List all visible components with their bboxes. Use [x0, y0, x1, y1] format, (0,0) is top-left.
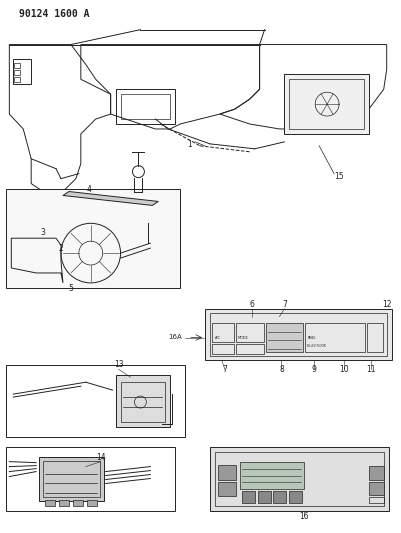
Bar — [39, 457, 104, 502]
Bar — [115, 89, 175, 124]
Bar — [242, 491, 255, 503]
Text: BI-LEV FLOOR: BI-LEV FLOOR — [307, 344, 326, 349]
Text: 90124 1600 A: 90124 1600 A — [19, 9, 90, 19]
Polygon shape — [63, 191, 158, 205]
Bar — [273, 491, 286, 503]
Text: 2: 2 — [59, 244, 63, 253]
Bar — [305, 322, 365, 352]
Bar — [14, 70, 20, 75]
Bar — [73, 500, 83, 506]
Bar — [59, 500, 69, 506]
Bar — [367, 322, 383, 352]
Bar — [210, 313, 387, 357]
Text: 16: 16 — [300, 512, 309, 521]
Text: 4: 4 — [86, 184, 91, 193]
Text: PANEL: PANEL — [307, 336, 316, 341]
Bar — [87, 500, 97, 506]
Text: 1: 1 — [188, 140, 192, 149]
Bar — [236, 322, 263, 343]
Text: 10: 10 — [339, 365, 349, 374]
Bar — [290, 79, 364, 129]
Text: 16A: 16A — [168, 335, 182, 341]
Bar — [290, 491, 302, 503]
Text: 5: 5 — [69, 284, 73, 293]
Text: 7: 7 — [223, 365, 227, 374]
Text: 13: 13 — [114, 360, 124, 369]
Text: A/C: A/C — [215, 336, 221, 341]
Bar — [265, 322, 303, 352]
Bar — [6, 365, 185, 437]
Bar — [14, 77, 20, 82]
Bar — [240, 462, 304, 489]
Text: 8: 8 — [279, 365, 284, 374]
Text: 12: 12 — [382, 300, 391, 309]
Bar — [257, 491, 271, 503]
Bar — [121, 382, 165, 422]
Bar — [205, 309, 392, 360]
Bar — [369, 497, 384, 503]
Text: 9: 9 — [312, 365, 317, 374]
Text: 6: 6 — [249, 300, 254, 309]
Bar — [45, 500, 55, 506]
Text: 3: 3 — [41, 228, 46, 237]
Bar — [284, 74, 369, 134]
Text: 14: 14 — [96, 453, 105, 462]
Text: 7: 7 — [282, 300, 287, 309]
Bar — [215, 451, 384, 506]
Bar — [212, 344, 234, 354]
Bar — [369, 481, 384, 495]
Bar — [218, 481, 236, 496]
Bar — [115, 375, 170, 427]
Bar — [218, 465, 236, 480]
Bar — [43, 461, 100, 497]
Bar — [121, 94, 170, 119]
Text: 11: 11 — [366, 365, 376, 374]
Text: 15: 15 — [334, 172, 344, 181]
Bar — [14, 63, 20, 68]
Bar — [6, 447, 175, 511]
Bar — [210, 447, 389, 511]
Bar — [6, 189, 180, 288]
Bar — [13, 60, 31, 84]
Text: MODE: MODE — [238, 336, 249, 341]
Bar — [212, 322, 234, 343]
Bar — [369, 466, 384, 480]
Bar — [236, 344, 263, 354]
